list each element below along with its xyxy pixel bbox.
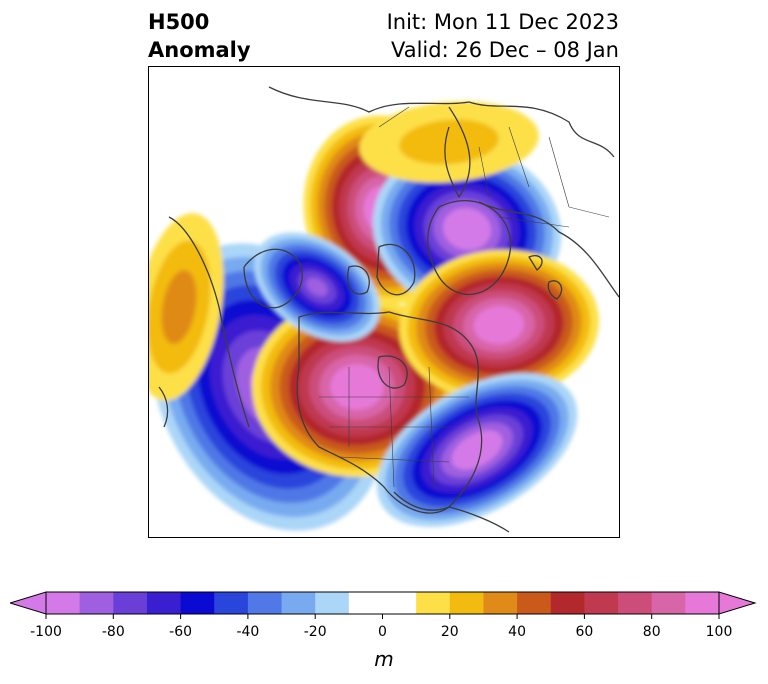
anomaly-contour (161, 270, 197, 344)
colorbar-extend-low (10, 591, 47, 615)
colorbar-bin (180, 592, 215, 614)
colorbar-tick-label: 80 (643, 624, 661, 640)
colorbar-tick-label: -40 (236, 624, 259, 640)
colorbar-tick-label: 0 (378, 624, 387, 640)
variable-subtitle: Anomaly (148, 38, 251, 62)
coastline (478, 201, 619, 298)
political-border (508, 126, 530, 188)
colorbar-unit-label: m (374, 647, 393, 671)
political-border (498, 216, 570, 228)
colorbar-bin (584, 592, 619, 614)
coastline (528, 255, 543, 271)
coastline (243, 248, 303, 309)
colorbar-tick-label: -20 (304, 624, 327, 640)
init-date-label: Init: Mon 11 Dec 2023 (386, 10, 619, 34)
coastline (347, 265, 370, 295)
colorbar-bin (146, 592, 182, 614)
political-border (478, 146, 490, 198)
colorbar-bin (416, 592, 451, 614)
map-svg (149, 67, 619, 537)
title-left: H500 Anomaly (148, 8, 251, 64)
colorbar-extend-high (718, 591, 757, 615)
colorbar-bin (113, 592, 148, 614)
colorbar-bin (685, 592, 720, 614)
anomaly-fill-layer (149, 101, 599, 531)
political-border (338, 456, 450, 463)
anomaly-contour (462, 439, 492, 461)
colorbar-bin (348, 592, 417, 614)
borders-layer (319, 106, 610, 488)
coastlines-layer (158, 86, 619, 533)
coastline (448, 506, 510, 533)
coastline (158, 386, 169, 428)
colorbar-bin (281, 592, 316, 614)
anomaly-contour (306, 277, 328, 297)
anomaly-contour (453, 217, 481, 241)
colorbar-bin (483, 592, 518, 614)
colorbar-tick-label: 100 (706, 624, 733, 640)
coastline (296, 311, 483, 514)
anomaly-contour (399, 119, 499, 165)
anomaly-contour (484, 314, 514, 336)
coastline (268, 86, 615, 158)
colorbar-bin (449, 592, 484, 614)
colorbar-tick-label: 60 (575, 624, 593, 640)
colorbar-tick-label: -80 (102, 624, 125, 640)
colorbar-bin (550, 592, 585, 614)
colorbar-bin (651, 592, 686, 614)
political-border (378, 106, 410, 128)
coastline (444, 106, 471, 198)
colorbar-tick-label: -60 (169, 624, 192, 640)
anomaly-map (148, 66, 620, 538)
variable-title: H500 (148, 10, 210, 34)
colorbar-bin (46, 592, 81, 614)
colorbar-tick-label: -100 (30, 624, 62, 640)
colorbar-bin (517, 592, 552, 614)
political-border (548, 136, 570, 208)
colorbar-bins (46, 592, 720, 614)
coastline (376, 243, 416, 296)
coastline (377, 355, 408, 389)
colorbar-bin (618, 592, 653, 614)
colorbar-tick-label: 40 (508, 624, 526, 640)
title-right: Init: Mon 11 Dec 2023 Valid: 26 Dec – 08… (387, 8, 619, 64)
anomaly-contour (342, 374, 372, 400)
coastline (427, 200, 512, 295)
colorbar-bin (79, 592, 114, 614)
colorbar-tick-label: 20 (441, 624, 459, 640)
coastline (168, 216, 250, 428)
coastline (547, 280, 563, 300)
valid-range-label: Valid: 26 Dec – 08 Jan (390, 38, 619, 62)
colorbar-ticks: -100 -80 -60 -40 -20 0 20 40 60 80 100 (30, 614, 732, 640)
political-border (568, 206, 610, 218)
colorbar-bin (315, 592, 350, 614)
coastline (393, 491, 450, 511)
colorbar: -100 -80 -60 -40 -20 0 20 40 60 80 100 m (10, 591, 757, 671)
colorbar-bin (247, 592, 283, 614)
colorbar-bin (214, 592, 249, 614)
